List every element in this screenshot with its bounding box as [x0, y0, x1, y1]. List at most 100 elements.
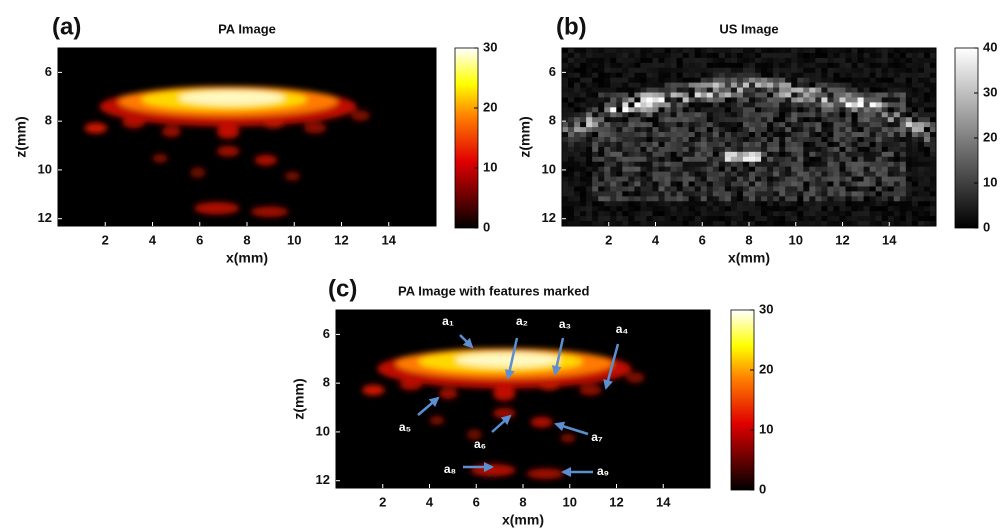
- speckle: [797, 127, 804, 132]
- speckle: [767, 182, 774, 187]
- speckle: [864, 191, 871, 196]
- speckle: [683, 53, 690, 58]
- speckle: [791, 206, 798, 211]
- speckle: [695, 93, 702, 98]
- speckle: [677, 211, 684, 216]
- speckle: [797, 186, 804, 191]
- speckle: [646, 73, 653, 78]
- speckle: [785, 182, 792, 187]
- speckle: [809, 73, 816, 78]
- speckle: [622, 58, 629, 63]
- speckle: [725, 191, 732, 196]
- speckle: [634, 48, 641, 53]
- speckle: [809, 102, 816, 107]
- speckle: [882, 58, 889, 63]
- speckle: [846, 182, 853, 187]
- speckle: [580, 58, 587, 63]
- speckle: [743, 216, 750, 221]
- speckle: [713, 162, 720, 167]
- speckle: [719, 177, 726, 182]
- speckle: [894, 63, 901, 68]
- speckle: [580, 78, 587, 83]
- speckle: [586, 93, 593, 98]
- speckle: [803, 93, 810, 98]
- speckle: [610, 196, 617, 201]
- speckle: [683, 68, 690, 73]
- speckle: [689, 132, 696, 137]
- speckle: [719, 157, 726, 162]
- speckle: [773, 216, 780, 221]
- speckle: [767, 216, 774, 221]
- speckle: [665, 122, 672, 127]
- speckle: [731, 211, 738, 216]
- speckle: [791, 162, 798, 167]
- speckle: [864, 93, 871, 98]
- speckle: [652, 167, 659, 172]
- speckle: [713, 102, 720, 107]
- speckle: [713, 48, 720, 53]
- speckle: [652, 137, 659, 142]
- speckle: [827, 63, 834, 68]
- x-axis-label: x(mm): [728, 250, 770, 266]
- speckle: [870, 177, 877, 182]
- speckle: [773, 53, 780, 58]
- speckle: [713, 107, 720, 112]
- speckle: [562, 102, 569, 107]
- speckle: [846, 167, 853, 172]
- speckle: [580, 68, 587, 73]
- speckle: [610, 201, 617, 206]
- x-tick-label: 4: [149, 232, 157, 247]
- speckle: [870, 107, 877, 112]
- speckle: [761, 117, 768, 122]
- speckle: [852, 112, 859, 117]
- speckle: [906, 211, 913, 216]
- speckle: [876, 122, 883, 127]
- speckle: [610, 48, 617, 53]
- speckle: [634, 137, 641, 142]
- speckle: [628, 78, 635, 83]
- speckle: [761, 216, 768, 221]
- speckle: [622, 122, 629, 127]
- speckle: [894, 206, 901, 211]
- speckle: [592, 172, 599, 177]
- speckle: [864, 83, 871, 88]
- speckle: [882, 172, 889, 177]
- speckle: [888, 88, 895, 93]
- speckle: [791, 191, 798, 196]
- speckle: [906, 132, 913, 137]
- speckle: [580, 182, 587, 187]
- speckle: [797, 137, 804, 142]
- speckle: [737, 147, 744, 152]
- speckle: [598, 206, 605, 211]
- speckle: [677, 216, 684, 221]
- speckle: [876, 132, 883, 137]
- speckle: [580, 122, 587, 127]
- speckle: [574, 186, 581, 191]
- speckle: [827, 122, 834, 127]
- speckle: [604, 157, 611, 162]
- speckle: [870, 93, 877, 98]
- speckle: [622, 182, 629, 187]
- speckle: [797, 177, 804, 182]
- speckle: [918, 97, 925, 102]
- speckle: [659, 167, 666, 172]
- speckle: [737, 88, 744, 93]
- speckle: [894, 93, 901, 98]
- speckle: [640, 137, 647, 142]
- signal-blob: [456, 353, 561, 367]
- speckle: [622, 107, 629, 112]
- speckle: [761, 167, 768, 172]
- colorbar-tick-label: 30: [483, 39, 497, 54]
- speckle: [689, 93, 696, 98]
- speckle: [749, 157, 756, 162]
- speckle: [852, 48, 859, 53]
- speckle: [719, 83, 726, 88]
- speckle: [767, 186, 774, 191]
- speckle: [659, 48, 666, 53]
- speckle: [737, 83, 744, 88]
- speckle: [562, 191, 569, 196]
- speckle: [791, 186, 798, 191]
- speckle: [671, 68, 678, 73]
- speckle: [719, 107, 726, 112]
- speckle: [683, 152, 690, 157]
